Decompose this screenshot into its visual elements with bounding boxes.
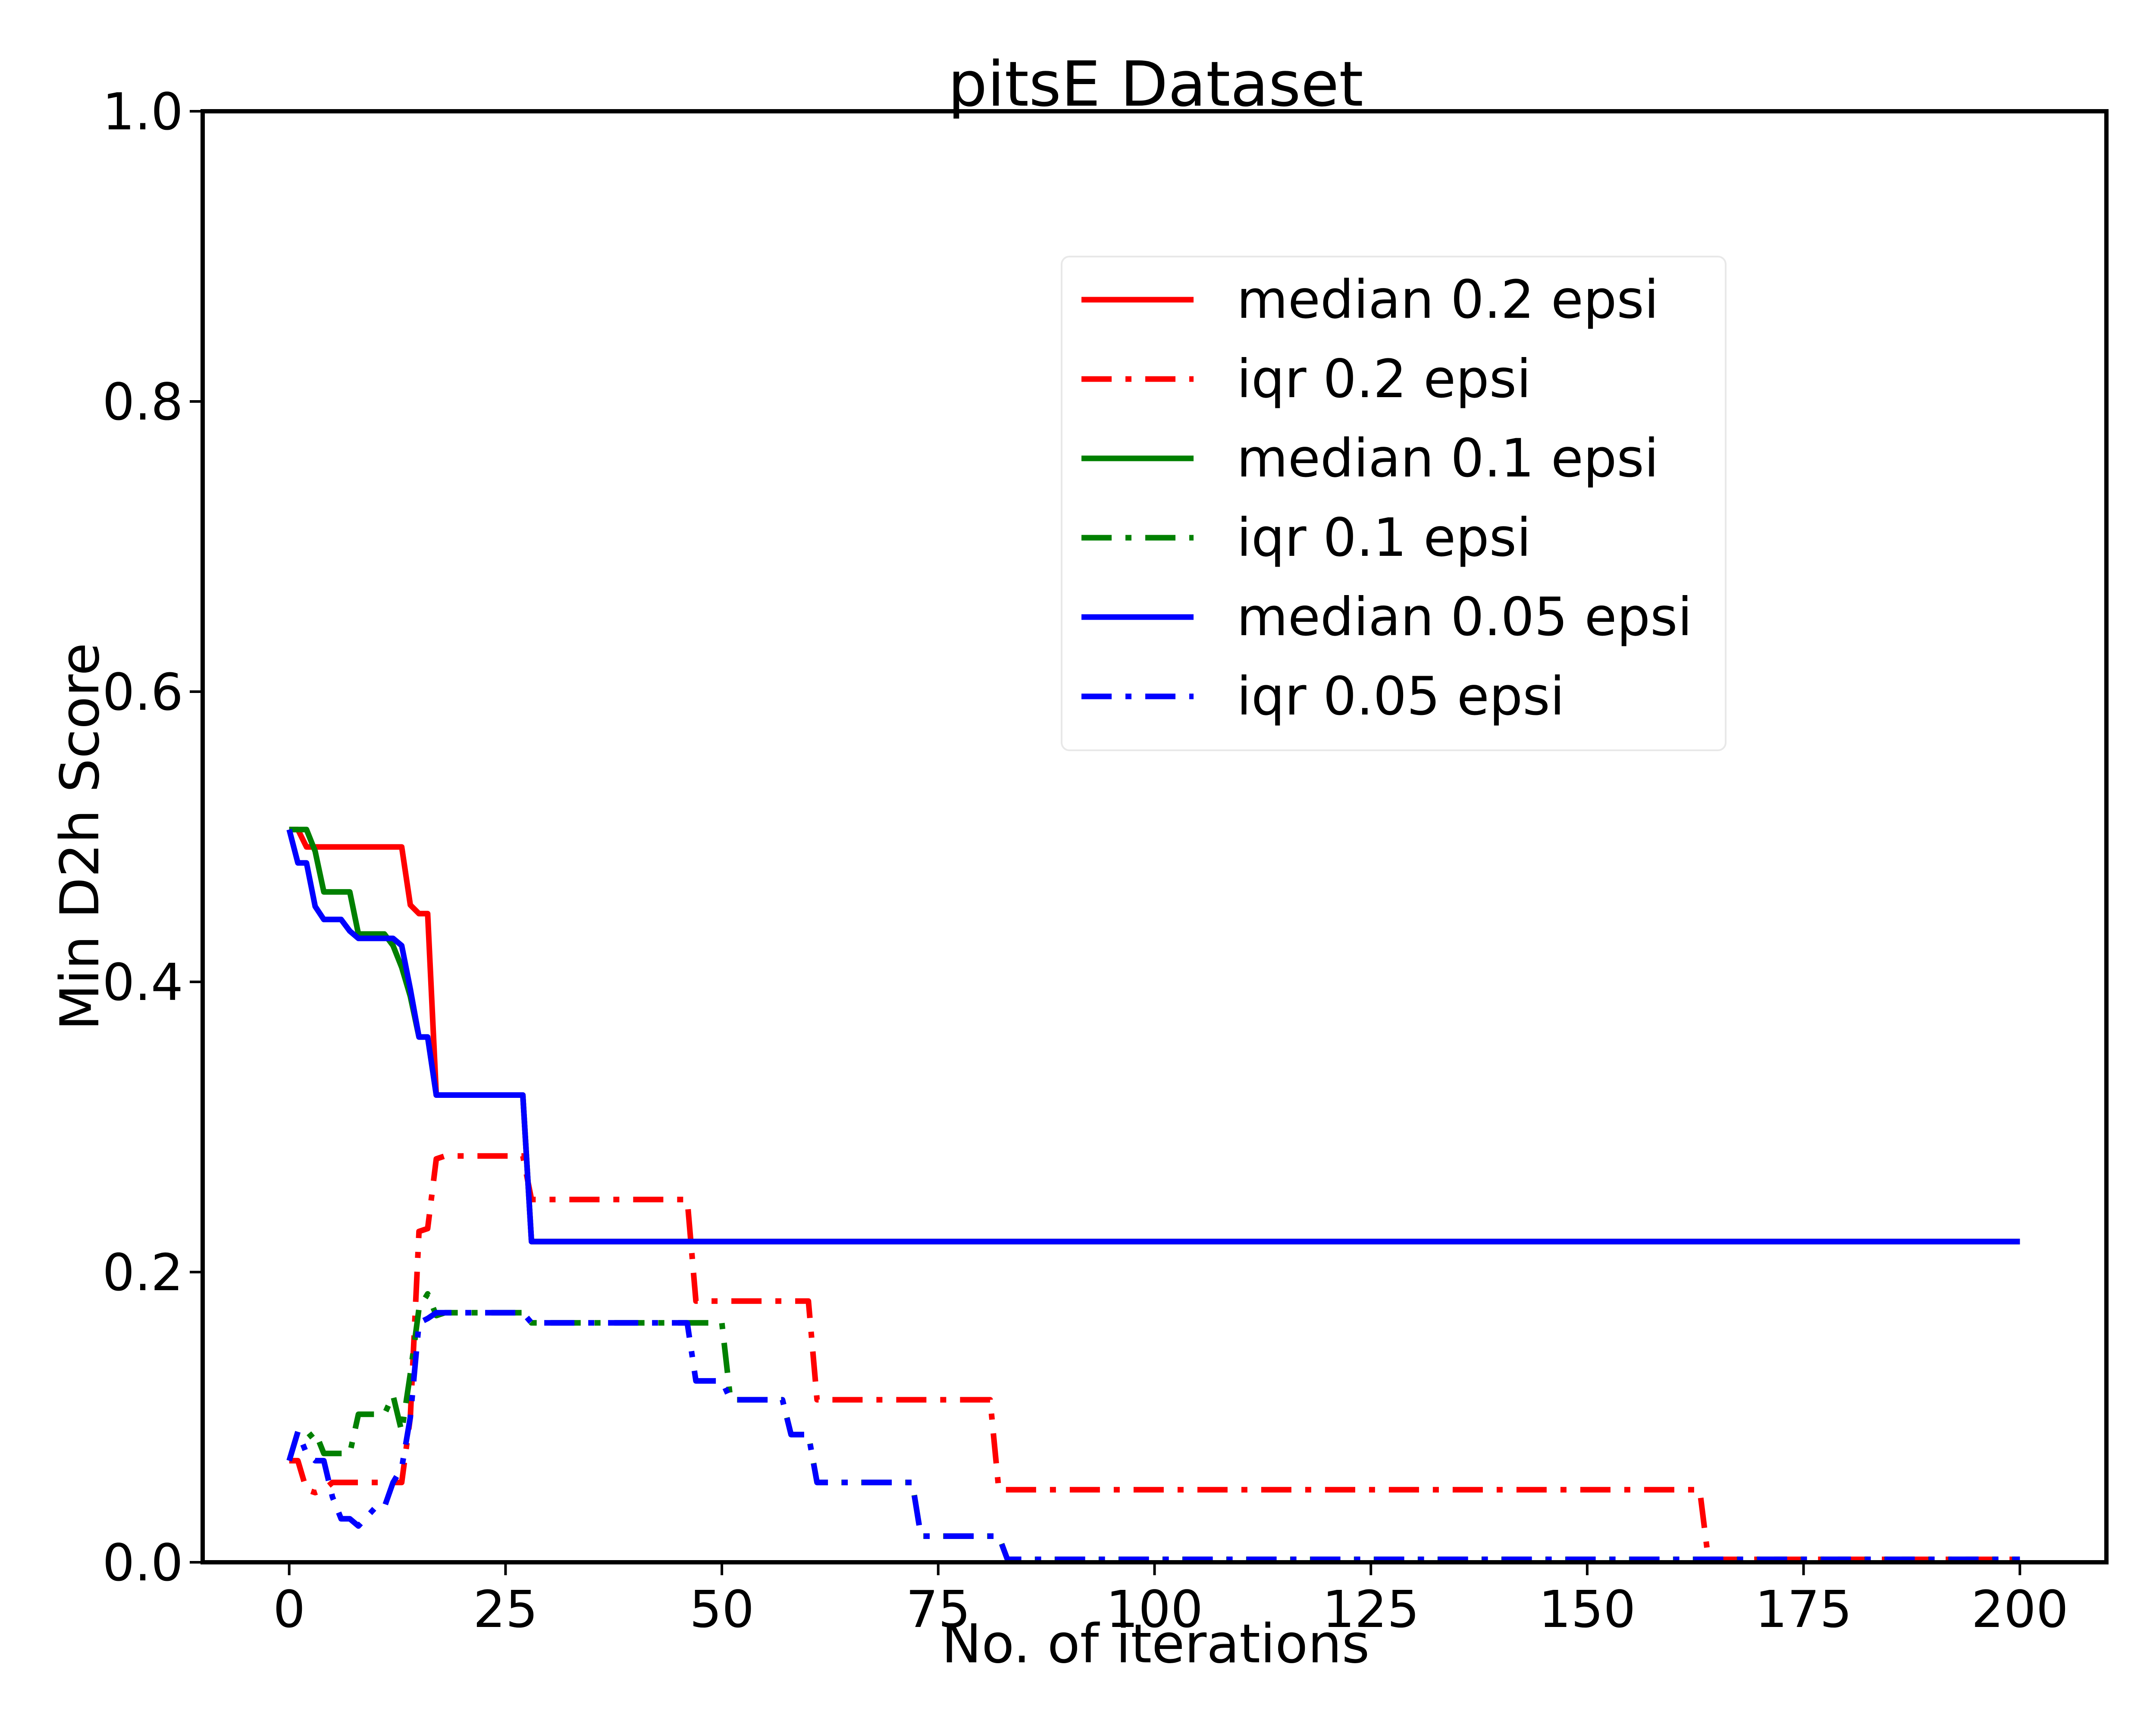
series-line-0 (289, 827, 2020, 1244)
x-tick-label: 50 (689, 1580, 754, 1639)
x-tick-label: 0 (273, 1580, 305, 1639)
series-line-3 (286, 1291, 2020, 1562)
x-tick-label: 125 (1322, 1580, 1420, 1639)
x-tick-label: 175 (1755, 1580, 1852, 1639)
x-tick-label: 150 (1539, 1580, 1636, 1639)
legend-label-2: median 0.1 epsi (1237, 428, 1659, 489)
series-line-4 (286, 829, 2020, 1244)
series-layer (286, 827, 2020, 1562)
legend-label-5: iqr 0.05 epsi (1237, 666, 1565, 727)
series-line-5 (286, 1310, 2020, 1562)
legend-box (1061, 256, 1727, 751)
x-tick-label: 75 (906, 1580, 971, 1639)
legend-label-4: median 0.05 epsi (1237, 586, 1692, 648)
y-tick-label: 1.0 (102, 82, 183, 141)
x-axis-ticks: 0 25 50 75 100 125 150 175 200 (273, 1562, 2068, 1639)
y-tick-label: 0.2 (102, 1243, 183, 1302)
y-tick-label: 0.8 (102, 372, 183, 432)
x-tick-label: 25 (473, 1580, 538, 1639)
y-tick-label: 0.0 (102, 1533, 183, 1592)
legend-label-3: iqr 0.1 epsi (1237, 507, 1531, 568)
x-tick-label: 200 (1971, 1580, 2068, 1639)
legend: median 0.2 epsi iqr 0.2 epsi median 0.1 ep… (1061, 256, 1727, 751)
x-tick-label: 100 (1106, 1580, 1203, 1639)
chart-title: pitsE Dataset (948, 48, 1363, 120)
legend-label-1: iqr 0.2 epsi (1237, 348, 1531, 410)
y-axis-ticks: 0.0 0.2 0.4 0.6 0.8 1.0 (102, 82, 203, 1592)
legend-label-0: median 0.2 epsi (1237, 269, 1659, 330)
series-line-1 (289, 1153, 2020, 1562)
y-tick-label: 0.6 (102, 662, 183, 722)
y-axis-label: Min D2h Score (49, 643, 111, 1030)
y-tick-label: 0.4 (102, 953, 183, 1012)
series-line-2 (289, 827, 2020, 1244)
x-axis-label: No. of iterations (942, 1613, 1370, 1675)
